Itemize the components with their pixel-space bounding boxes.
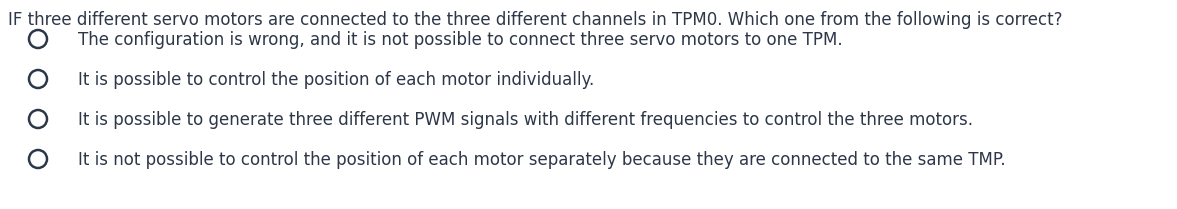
Text: It is possible to control the position of each motor individually.: It is possible to control the position o… (78, 71, 594, 89)
Text: IF three different servo motors are connected to the three different channels in: IF three different servo motors are conn… (8, 11, 1063, 29)
Text: The configuration is wrong, and it is not possible to connect three servo motors: The configuration is wrong, and it is no… (78, 31, 843, 49)
Text: It is not possible to control the position of each motor separately because they: It is not possible to control the positi… (78, 151, 1005, 169)
Text: It is possible to generate three different PWM signals with different frequencie: It is possible to generate three differe… (78, 111, 973, 129)
